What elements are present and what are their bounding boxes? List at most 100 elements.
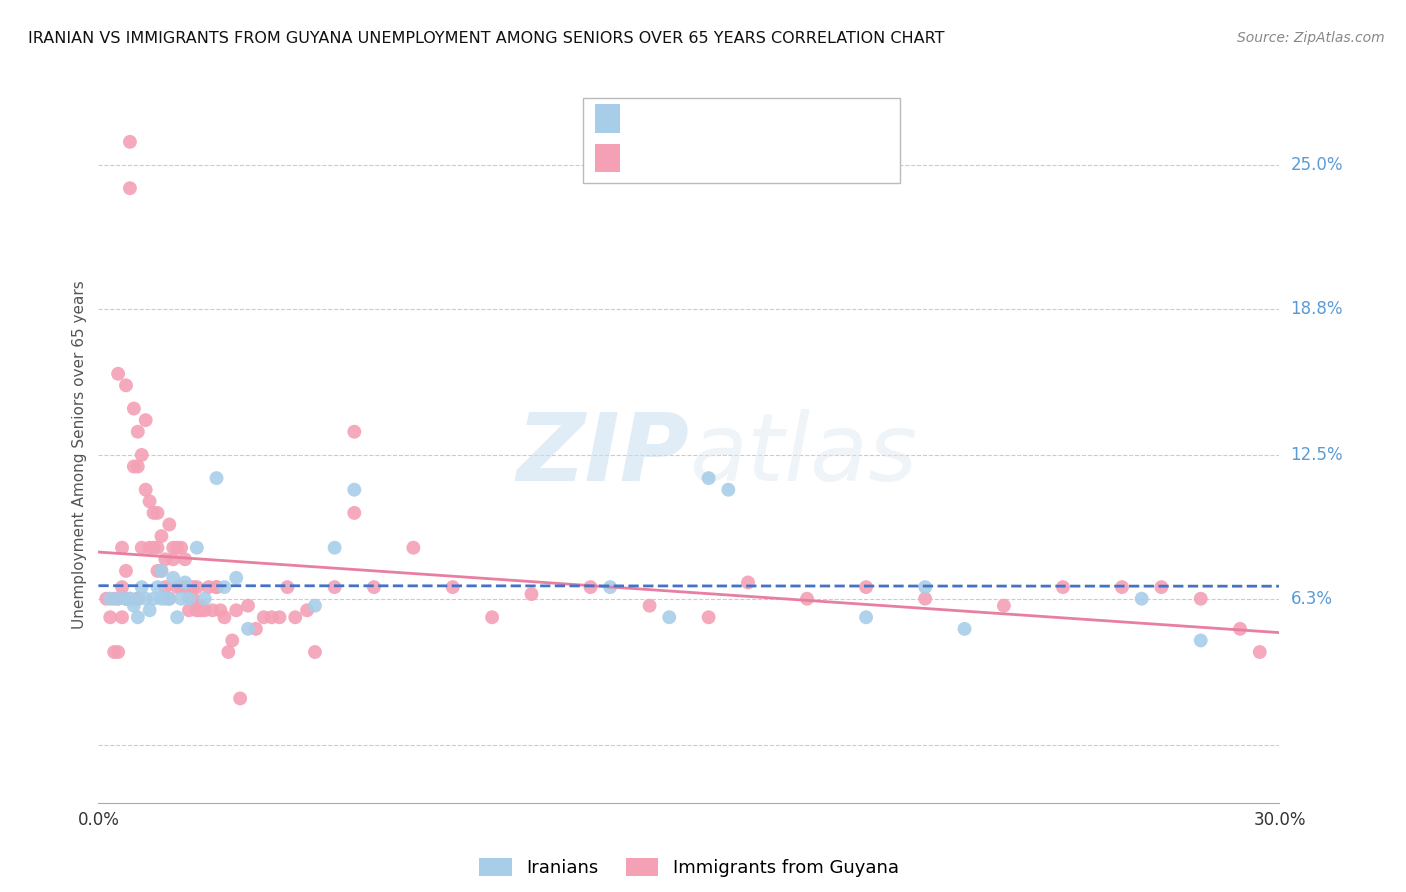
Immigrants from Guyana (855, 580, 877, 594)
Immigrants from Guyana (107, 591, 129, 606)
Immigrants from Guyana (111, 580, 134, 594)
Text: N =: N = (742, 149, 779, 167)
Immigrants from Guyana (127, 459, 149, 474)
Iranians (150, 564, 173, 578)
Immigrants from Guyana (111, 541, 134, 555)
Immigrants from Guyana (122, 401, 145, 416)
Iranians (177, 591, 200, 606)
Iranians (162, 571, 184, 585)
Iranians (127, 591, 149, 606)
Immigrants from Guyana (190, 603, 212, 617)
Immigrants from Guyana (236, 599, 259, 613)
Iranians (323, 541, 346, 555)
Immigrants from Guyana (441, 580, 464, 594)
Immigrants from Guyana (579, 580, 602, 594)
Text: R =: R = (631, 149, 668, 167)
Immigrants from Guyana (103, 645, 125, 659)
Immigrants from Guyana (146, 541, 169, 555)
Immigrants from Guyana (1150, 580, 1173, 594)
Iranians (170, 591, 193, 606)
Immigrants from Guyana (115, 378, 138, 392)
Immigrants from Guyana (737, 575, 759, 590)
Immigrants from Guyana (115, 591, 138, 606)
Iranians (186, 541, 208, 555)
Iranians (697, 471, 720, 485)
Immigrants from Guyana (174, 580, 197, 594)
Iranians (135, 591, 157, 606)
Immigrants from Guyana (402, 541, 425, 555)
Immigrants from Guyana (209, 603, 232, 617)
Immigrants from Guyana (107, 367, 129, 381)
Immigrants from Guyana (111, 610, 134, 624)
Text: 25.0%: 25.0% (1291, 156, 1343, 174)
Immigrants from Guyana (269, 610, 291, 624)
Iranians (1189, 633, 1212, 648)
Text: atlas: atlas (689, 409, 917, 500)
Immigrants from Guyana (138, 494, 160, 508)
Immigrants from Guyana (107, 645, 129, 659)
Immigrants from Guyana (343, 425, 366, 439)
Text: Source: ZipAtlas.com: Source: ZipAtlas.com (1237, 31, 1385, 45)
Immigrants from Guyana (796, 591, 818, 606)
Iranians (107, 591, 129, 606)
Iranians (914, 580, 936, 594)
Iranians (205, 471, 228, 485)
Iranians (194, 591, 217, 606)
Immigrants from Guyana (155, 552, 177, 566)
Iranians (142, 591, 165, 606)
Immigrants from Guyana (98, 610, 121, 624)
Iranians (98, 591, 121, 606)
Immigrants from Guyana (276, 580, 298, 594)
Immigrants from Guyana (135, 413, 157, 427)
Immigrants from Guyana (135, 483, 157, 497)
Immigrants from Guyana (181, 591, 204, 606)
Immigrants from Guyana (146, 564, 169, 578)
Immigrants from Guyana (638, 599, 661, 613)
Immigrants from Guyana (295, 603, 318, 617)
Immigrants from Guyana (205, 580, 228, 594)
Immigrants from Guyana (1249, 645, 1271, 659)
Immigrants from Guyana (122, 459, 145, 474)
Legend: Iranians, Immigrants from Guyana: Iranians, Immigrants from Guyana (472, 850, 905, 884)
Immigrants from Guyana (284, 610, 307, 624)
Iranians (225, 571, 247, 585)
Immigrants from Guyana (118, 181, 141, 195)
Text: 6.3%: 6.3% (1291, 590, 1333, 607)
Iranians (953, 622, 976, 636)
Immigrants from Guyana (363, 580, 385, 594)
Y-axis label: Unemployment Among Seniors over 65 years: Unemployment Among Seniors over 65 years (72, 281, 87, 629)
Immigrants from Guyana (155, 580, 177, 594)
Immigrants from Guyana (103, 591, 125, 606)
Immigrants from Guyana (150, 564, 173, 578)
Immigrants from Guyana (170, 580, 193, 594)
Immigrants from Guyana (146, 506, 169, 520)
Immigrants from Guyana (229, 691, 252, 706)
Iranians (599, 580, 621, 594)
Iranians (1130, 591, 1153, 606)
Immigrants from Guyana (150, 529, 173, 543)
Immigrants from Guyana (205, 580, 228, 594)
Immigrants from Guyana (190, 599, 212, 613)
Immigrants from Guyana (1111, 580, 1133, 594)
Immigrants from Guyana (142, 506, 165, 520)
Iranians (855, 610, 877, 624)
Immigrants from Guyana (914, 591, 936, 606)
Text: IRANIAN VS IMMIGRANTS FROM GUYANA UNEMPLOYMENT AMONG SENIORS OVER 65 YEARS CORRE: IRANIAN VS IMMIGRANTS FROM GUYANA UNEMPL… (28, 31, 945, 46)
Immigrants from Guyana (174, 552, 197, 566)
Immigrants from Guyana (343, 506, 366, 520)
Immigrants from Guyana (131, 541, 153, 555)
Immigrants from Guyana (127, 591, 149, 606)
Immigrants from Guyana (1052, 580, 1074, 594)
Immigrants from Guyana (304, 645, 326, 659)
Iranians (131, 580, 153, 594)
Text: 98: 98 (792, 149, 814, 167)
Immigrants from Guyana (520, 587, 543, 601)
Iranians (118, 591, 141, 606)
Iranians (304, 599, 326, 613)
Immigrants from Guyana (177, 580, 200, 594)
Immigrants from Guyana (225, 603, 247, 617)
Immigrants from Guyana (186, 580, 208, 594)
Immigrants from Guyana (1189, 591, 1212, 606)
Immigrants from Guyana (214, 610, 236, 624)
Text: 0.016: 0.016 (679, 110, 731, 128)
